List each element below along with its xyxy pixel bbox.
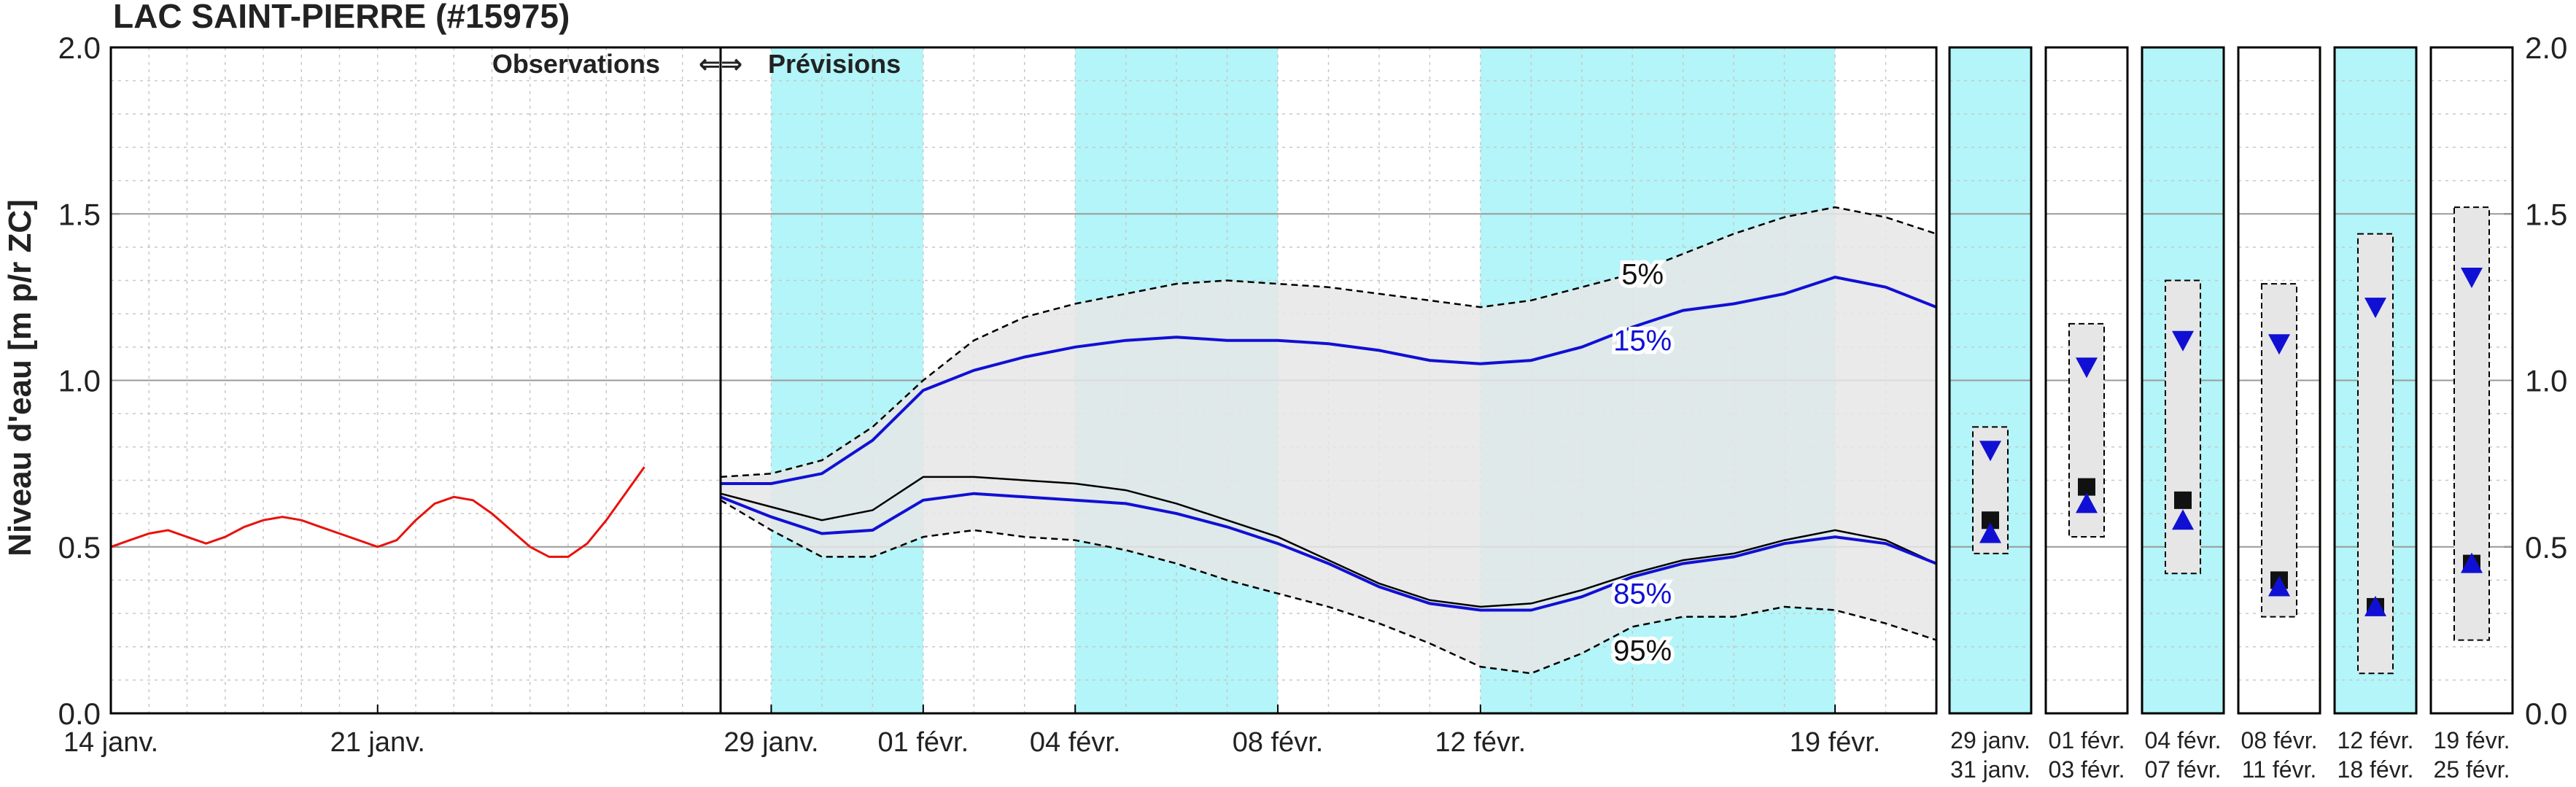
p85-line <box>720 492 1937 612</box>
period-frame <box>2429 46 2514 715</box>
period-high-marker <box>2461 267 2483 288</box>
period-start-label: 01 févr. <box>2049 727 2125 753</box>
period-end-label: 25 févr. <box>2434 756 2510 783</box>
y-axis-label: Niveau d'eau [m p/r ZC] <box>2 199 38 557</box>
period-end-label: 18 févr. <box>2338 756 2414 783</box>
period-high-marker <box>2172 330 2194 352</box>
period-start-label: 08 févr. <box>2241 727 2318 753</box>
right-y-axis: 0.0 0.5 1.0 1.5 2.0 <box>2504 31 2567 731</box>
y-tick-label-right: 2.0 <box>2525 31 2567 65</box>
p15-line <box>721 275 1937 485</box>
x-tick-label: 08 févr. <box>1233 727 1324 758</box>
period-end-label: 31 janv. <box>1950 756 2030 783</box>
period-high-marker <box>2268 334 2290 355</box>
observations-panel: 14 janv. 21 janv. <box>63 46 722 758</box>
p5-line <box>720 206 1937 478</box>
p15-line-label: 15% <box>1613 325 1672 357</box>
period-frame <box>2333 46 2418 715</box>
period-low-marker <box>2461 552 2483 573</box>
period-high-marker <box>1979 441 2001 462</box>
observed-water-level-line <box>110 466 645 558</box>
y-tick-label: 2.0 <box>58 31 101 65</box>
period-start-label: 19 févr. <box>2434 727 2510 753</box>
period-frame <box>2044 46 2129 715</box>
y-tick-label: 1.0 <box>58 364 101 398</box>
y-tick-label: 1.5 <box>58 197 101 231</box>
period-high-marker <box>2364 298 2386 319</box>
forecasts-section-label: Prévisions <box>768 49 901 79</box>
x-tick-label: 19 févr. <box>1790 727 1881 758</box>
period-low-marker <box>2076 492 2098 513</box>
period-end-label: 03 févr. <box>2049 756 2125 783</box>
period-start-label: 12 févr. <box>2338 727 2414 753</box>
x-tick-label: 14 janv. <box>63 727 158 758</box>
forecast-frame <box>719 46 1938 715</box>
chart-title: LAC SAINT-PIERRE (#15975) <box>113 0 570 35</box>
y-tick-label: 0.5 <box>58 530 101 565</box>
x-tick-label: 21 janv. <box>330 727 425 758</box>
observations-section-label: Observations <box>492 49 660 79</box>
y-tick-label-right: 1.0 <box>2525 364 2567 398</box>
y-tick-label-right: 1.5 <box>2525 197 2567 231</box>
period-panel: 29 janv. 31 janv. <box>1948 46 2033 783</box>
period-end-label: 07 févr. <box>2145 756 2222 783</box>
period-start-label: 04 févr. <box>2145 727 2222 753</box>
y-tick-label: 0.0 <box>58 697 101 731</box>
period-range-box <box>2261 283 2297 618</box>
period-low-marker <box>2364 595 2386 616</box>
period-frame <box>2237 46 2321 715</box>
period-frame <box>2141 46 2225 715</box>
p50-line <box>720 476 1937 608</box>
p5-line-label: 5% <box>1621 258 1664 290</box>
x-tick-label: 12 févr. <box>1435 727 1526 758</box>
period-panel: 04 févr. 07 févr. <box>2141 46 2225 783</box>
p85-line-label: 85% <box>1613 578 1672 610</box>
period-panel: 01 févr. 03 févr. <box>2044 46 2129 783</box>
period-median-marker <box>2174 491 2192 509</box>
forecast-uncertainty-band <box>721 207 1936 674</box>
left-y-axis: 0.0 0.5 1.0 1.5 2.0 <box>58 31 120 731</box>
period-frame <box>1948 46 2033 715</box>
y-tick-label-right: 0.5 <box>2525 530 2567 565</box>
period-start-label: 29 janv. <box>1950 727 2030 753</box>
p95-line <box>720 499 1937 675</box>
period-panel: 19 févr. 25 févr. <box>2429 46 2514 783</box>
period-low-marker <box>1979 522 2001 543</box>
period-summary-panels: 29 janv. 31 janv. 01 févr. 03 févr. 04 févr.… <box>1948 46 2514 783</box>
x-tick-label: 04 févr. <box>1030 727 1121 758</box>
period-panel: 12 févr. 18 févr. <box>2333 46 2418 783</box>
period-low-marker <box>2268 575 2290 597</box>
x-tick-label: 29 janv. <box>723 727 818 758</box>
y-tick-label-right: 0.0 <box>2525 697 2567 731</box>
period-high-marker <box>2076 357 2098 379</box>
period-end-label: 11 févr. <box>2242 756 2317 783</box>
x-tick-label: 01 févr. <box>878 727 969 758</box>
p95-line-label: 95% <box>1613 635 1672 667</box>
period-low-marker <box>2172 509 2194 530</box>
forecast-panel: 5% 15% 85% 95% 29 janv. 01 févr. 04 févr. 08 fé… <box>492 46 1938 758</box>
period-panel: 08 févr. 11 févr. <box>2237 46 2321 783</box>
